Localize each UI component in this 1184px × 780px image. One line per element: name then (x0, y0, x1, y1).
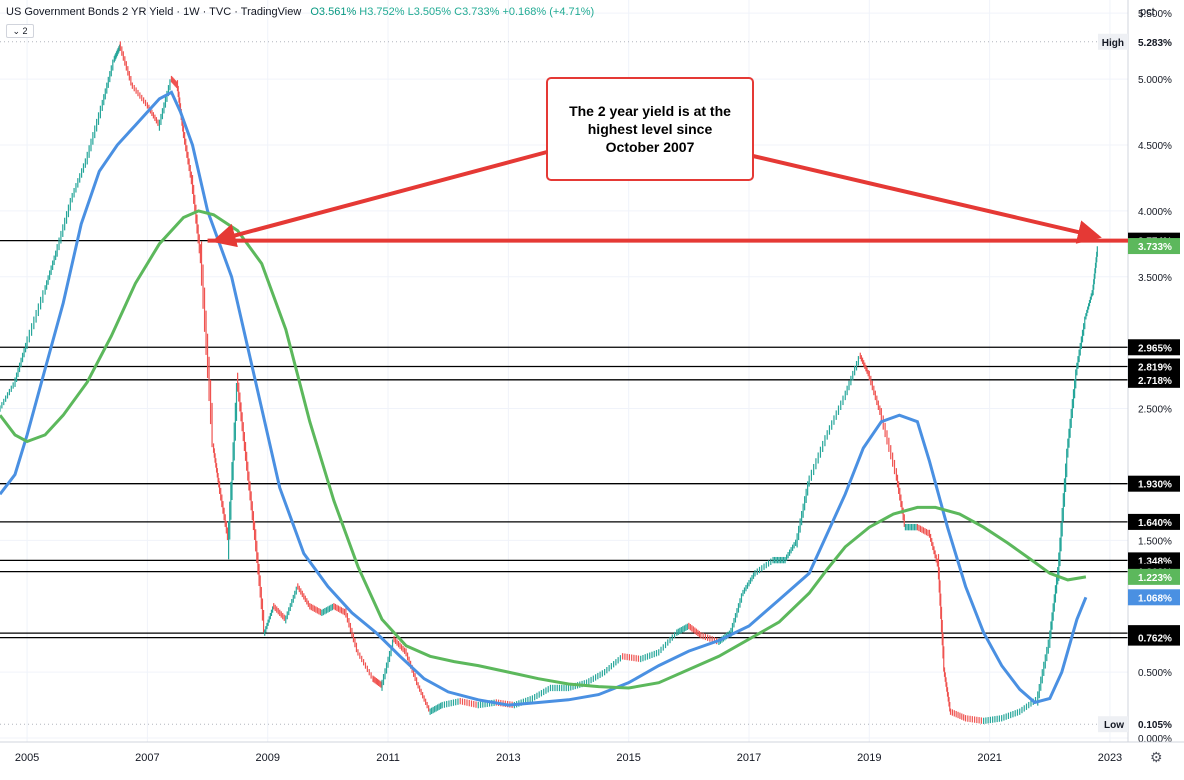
gear-icon[interactable]: ⚙ (1150, 749, 1163, 765)
price-tag: 1.223% (1128, 568, 1180, 585)
price-tag-caption: High (1102, 38, 1124, 49)
price-tag: 3.733% (1128, 238, 1180, 255)
annotation-box (546, 77, 754, 181)
series-layer (0, 41, 1098, 725)
x-tick-label: 2011 (376, 752, 400, 764)
x-tick-label: 2007 (135, 752, 159, 764)
price-tag: 2.819% (1128, 358, 1180, 375)
y-tick-label: 0.500% (1138, 668, 1172, 679)
price-tag-value: 1.068% (1138, 593, 1172, 604)
symbol-title: US Government Bonds 2 YR Yield · 1W · TV… (6, 6, 302, 18)
price-tag-value: 1.348% (1138, 556, 1172, 567)
price-tag-bg (1128, 568, 1180, 585)
x-tick-label: 2005 (15, 752, 39, 764)
price-tag-bg (1128, 589, 1180, 606)
high-value: H3.752% (359, 6, 405, 18)
price-tag: 0.762% (1128, 629, 1180, 646)
price-tag: 2.718% (1128, 371, 1180, 388)
price-tag: High 5.283% (1098, 33, 1172, 50)
y-tick-label: 2.500% (1138, 405, 1172, 416)
price-tag: Low 0.105% (1098, 716, 1172, 733)
y-tick-label: 4.500% (1138, 141, 1172, 152)
price-tag-bg (1128, 513, 1180, 530)
price-tag: 1.930% (1128, 475, 1180, 492)
x-tick-label: 2021 (977, 752, 1001, 764)
close-value: C3.733% (454, 6, 500, 18)
price-tag: 1.640% (1128, 513, 1180, 530)
ma-slow-line (0, 209, 1087, 690)
price-tag-value: 1.223% (1138, 573, 1172, 584)
unit-label: pct (1140, 6, 1155, 18)
price-tag-bg (1128, 475, 1180, 492)
price-tag: 2.965% (1128, 339, 1180, 356)
y-tick-label: 5.500% (1138, 9, 1172, 20)
annotation-text-line: The 2 year yield is at the (569, 103, 731, 119)
y-tick-label: 1.500% (1138, 536, 1172, 547)
price-tag-caption-bg (1098, 33, 1128, 50)
price-tag-value: 1.640% (1138, 518, 1172, 529)
price-tag-value: 0.105% (1138, 720, 1172, 731)
x-axis: 2005 2007 2009 2011 2013 2015 2017 2019 2021 2023 (0, 741, 1184, 764)
annotation-text-line: highest level since (588, 121, 713, 137)
price-tag-value: 2.718% (1138, 376, 1172, 387)
price-tag-bg (1128, 238, 1180, 255)
symbol-header: US Government Bonds 2 YR Yield · 1W · TV… (6, 6, 594, 18)
x-tick-label: 2009 (255, 752, 279, 764)
x-tick-label: 2023 (1098, 752, 1122, 764)
annotation-text-line: October 2007 (606, 139, 695, 155)
price-tag-bg (1128, 629, 1180, 646)
price-tag-value: 1.930% (1138, 480, 1172, 491)
price-tag-value: 5.283% (1138, 38, 1172, 49)
horizontal-levels (0, 41, 1128, 725)
ma-fast-line (0, 90, 1088, 707)
open-value: O3.561% (310, 6, 357, 18)
y-tick-label: 3.500% (1138, 273, 1172, 284)
price-tag-caption-bg (1098, 716, 1128, 733)
y-axis: 5.500% 5.000% 4.500% 4.000% 3.500% 2.500% 1.50… (1127, 0, 1172, 745)
price-tag-value: 2.819% (1138, 363, 1172, 374)
change-value: +0.168% (+4.71%) (502, 6, 595, 18)
x-tick-label: 2015 (616, 752, 640, 764)
x-tick-label: 2017 (737, 752, 761, 764)
low-value: L3.505% (407, 6, 452, 18)
price-tag-bg (1128, 358, 1180, 375)
price-tag-value: 3.733% (1138, 242, 1172, 253)
legend-toggle-button[interactable]: ⌄ 2 (6, 24, 34, 38)
y-tick-label: 5.000% (1138, 75, 1172, 86)
legend-count: 2 (22, 26, 28, 36)
x-tick-label: 2019 (857, 752, 881, 764)
price-tag-bg (1128, 371, 1180, 388)
price-tag-bg (1128, 339, 1180, 356)
grid-lines (0, 0, 1128, 742)
arrow-to-2007 (211, 150, 548, 248)
y-tick-label: 0.000% (1138, 734, 1172, 745)
price-tag-value: 0.762% (1138, 634, 1172, 645)
price-tags: High5.283%3.774%3.733%2.965%2.819%2.718%… (1098, 33, 1180, 733)
arrow-to-2022 (752, 154, 1102, 244)
x-tick-label: 2013 (496, 752, 520, 764)
y-tick-label: 4.000% (1138, 207, 1172, 218)
price-tag: 1.068% (1128, 589, 1180, 606)
price-tag-caption: Low (1104, 720, 1124, 731)
annotation-layer: The 2 year yield is at the highest level … (207, 77, 1128, 248)
price-tag-value: 2.965% (1138, 343, 1172, 354)
